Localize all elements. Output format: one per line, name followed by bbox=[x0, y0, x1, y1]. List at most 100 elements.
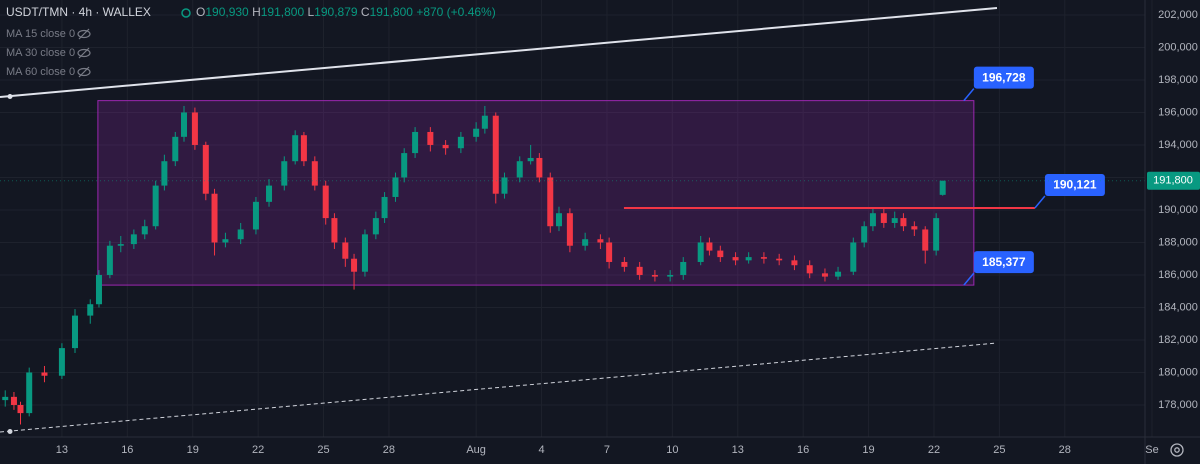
candle-body bbox=[10, 396, 17, 405]
x-tick-label: 22 bbox=[928, 444, 940, 456]
x-tick-label: 7 bbox=[604, 444, 610, 456]
ohlc-key: H bbox=[252, 5, 261, 19]
candle-body bbox=[331, 218, 338, 243]
candle-body bbox=[667, 274, 674, 277]
candle-body bbox=[222, 239, 229, 243]
last-price-tag bbox=[1147, 171, 1200, 190]
visibility-toggle[interactable] bbox=[77, 28, 91, 40]
visibility-toggle[interactable] bbox=[77, 66, 91, 78]
price-label: 190,121 bbox=[1053, 178, 1097, 192]
ohlc-value: 190,930 bbox=[205, 5, 249, 19]
candle-body bbox=[292, 135, 299, 162]
candle-body bbox=[141, 226, 148, 235]
candle-body bbox=[835, 271, 842, 277]
candle-body bbox=[412, 131, 419, 154]
candle-body bbox=[311, 161, 318, 186]
price-label: 185,377 bbox=[982, 255, 1026, 269]
candle-body bbox=[2, 396, 9, 401]
candle-body bbox=[791, 260, 798, 266]
ohlc-key: O bbox=[196, 5, 205, 19]
candle-body bbox=[172, 136, 179, 162]
eye-icon bbox=[77, 29, 91, 39]
x-tick-label: 16 bbox=[121, 444, 133, 456]
x-tick-label: 16 bbox=[797, 444, 809, 456]
candle-body bbox=[130, 234, 137, 245]
candle-body bbox=[606, 242, 613, 262]
candle-body bbox=[237, 229, 244, 240]
ohlc-key: L bbox=[307, 5, 314, 19]
candle-body bbox=[861, 226, 868, 243]
label-leader bbox=[963, 88, 975, 102]
candle-body bbox=[342, 242, 349, 259]
y-tick-label: 198,000 bbox=[1158, 74, 1198, 86]
candle-body bbox=[776, 258, 783, 261]
y-tick-label: 194,000 bbox=[1158, 139, 1198, 151]
axes: 178,000 180,000 182,000 184,000 186,000 188,0… bbox=[56, 9, 1200, 456]
y-tick-label: 188,000 bbox=[1158, 236, 1198, 248]
x-tick-label: 22 bbox=[252, 444, 264, 456]
y-tick-label: 180,000 bbox=[1158, 366, 1198, 378]
candle-body bbox=[300, 135, 307, 162]
candle-body bbox=[732, 257, 739, 261]
candle-body bbox=[211, 193, 218, 243]
candle-body bbox=[372, 218, 379, 235]
change: +870 (+0.46%) bbox=[416, 5, 495, 19]
candle-body bbox=[71, 315, 78, 349]
last-price-label: 191,800 bbox=[1153, 175, 1193, 187]
ohlc-legend: O190,930 H191,800 L190,879 C191,800 +870… bbox=[196, 5, 496, 19]
eye-slash bbox=[78, 47, 90, 59]
status-dot bbox=[181, 8, 191, 18]
ohlc-key: C bbox=[361, 5, 370, 19]
candle-body bbox=[473, 128, 480, 137]
visibility-toggle[interactable] bbox=[77, 47, 91, 59]
candle-body bbox=[806, 265, 813, 274]
settings-icon[interactable] bbox=[1170, 443, 1184, 457]
candle-body bbox=[87, 304, 94, 316]
candle-body bbox=[106, 245, 113, 275]
x-tick-label: 4 bbox=[538, 444, 544, 456]
candle-body bbox=[900, 218, 907, 227]
candle-body bbox=[706, 242, 713, 251]
candle-body bbox=[516, 161, 523, 178]
grid bbox=[0, 0, 1153, 437]
x-tick-label: 13 bbox=[732, 444, 744, 456]
x-tick-label: Se bbox=[1145, 444, 1158, 456]
candle-body bbox=[381, 196, 388, 219]
y-tick-label: 202,000 bbox=[1158, 9, 1198, 21]
candle-body bbox=[41, 372, 48, 376]
candle-body bbox=[501, 177, 508, 194]
candle-body bbox=[869, 213, 876, 227]
x-tick-label: 28 bbox=[1059, 444, 1071, 456]
price-label-box bbox=[973, 251, 1034, 274]
candle-body bbox=[252, 201, 259, 230]
candle-body bbox=[481, 115, 488, 129]
x-tick-label: 25 bbox=[993, 444, 1005, 456]
y-tick-label: 178,000 bbox=[1158, 399, 1198, 411]
candle-body bbox=[181, 112, 188, 137]
candle-body bbox=[717, 250, 724, 258]
candle-body bbox=[401, 153, 408, 178]
candle-body bbox=[536, 157, 543, 178]
candle-body bbox=[117, 244, 124, 246]
candle-body bbox=[821, 273, 828, 277]
x-tick-label: 19 bbox=[862, 444, 874, 456]
y-tick-label: 184,000 bbox=[1158, 301, 1198, 313]
candle-body bbox=[760, 257, 767, 259]
candle-body bbox=[427, 131, 434, 145]
candle-body bbox=[26, 372, 33, 414]
ohlc-value: 191,800 bbox=[261, 5, 305, 19]
candle-body bbox=[597, 239, 604, 243]
candle-body bbox=[850, 242, 857, 272]
ohlc-value: 191,800 bbox=[370, 5, 414, 19]
candle-body bbox=[392, 177, 399, 197]
candle-body bbox=[939, 180, 946, 195]
candle-body bbox=[555, 213, 562, 227]
trendline bbox=[0, 6, 998, 98]
y-tick-label: 182,000 bbox=[1158, 334, 1198, 346]
candle-body bbox=[911, 226, 918, 230]
candle-body bbox=[621, 261, 628, 267]
indicators: MA 15 close 0 MA 30 close 0 MA 60 close 0 bbox=[6, 28, 91, 78]
eye-icon bbox=[77, 67, 91, 77]
drawings bbox=[0, 6, 998, 434]
